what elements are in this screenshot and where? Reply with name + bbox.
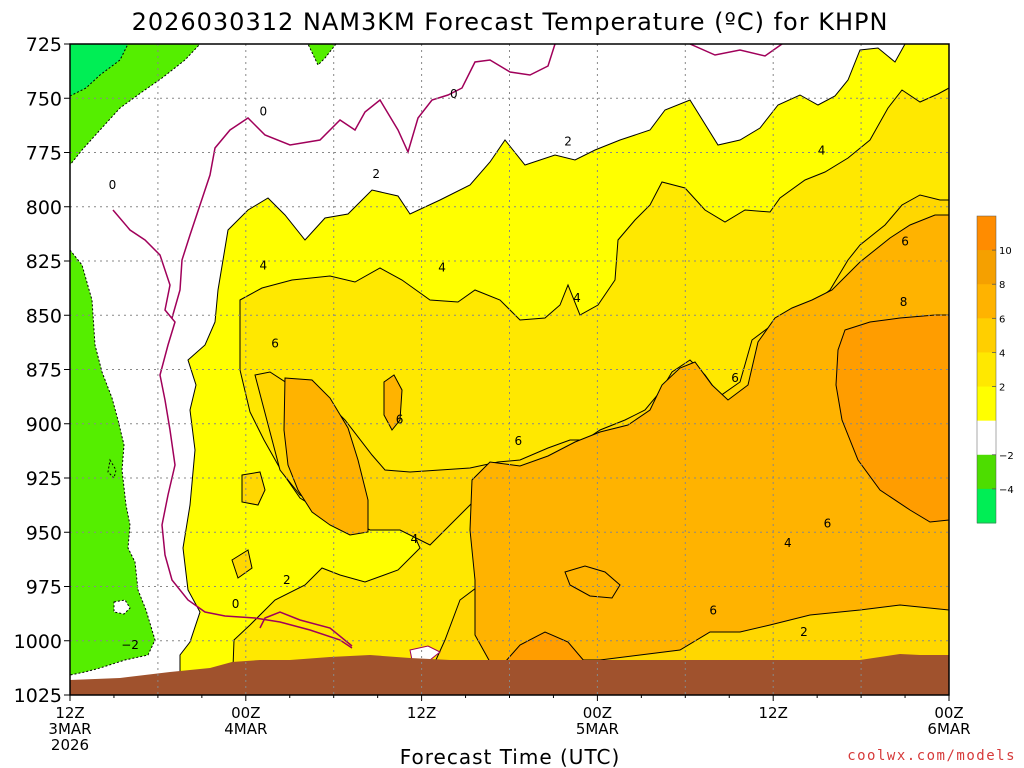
contour-zero-bottom-left — [259, 611, 353, 647]
colorbar-label: 2 — [999, 383, 1005, 394]
contour-label: 4 — [818, 143, 826, 157]
colorbar-swatch — [977, 454, 996, 490]
x-tick-label: 5MAR — [576, 720, 619, 738]
contour-label: 0 — [109, 178, 117, 192]
x-tick-label: 00Z — [231, 704, 260, 722]
contour-zero-top-right — [689, 44, 783, 57]
contour-label: 6 — [709, 603, 717, 617]
island-gold-center — [383, 374, 403, 431]
gridlines — [70, 44, 949, 695]
x-tick-label: 3MAR — [48, 720, 91, 738]
contour-label: 2 — [283, 573, 291, 587]
y-tick-label: 825 — [26, 251, 62, 273]
y-tick-label: 1025 — [14, 685, 62, 707]
x-tick-label: 6MAR — [927, 720, 970, 738]
credit-text: coolwx.com/models — [847, 748, 1016, 764]
contour-label: 0 — [260, 104, 268, 118]
y-tick-label: 750 — [26, 88, 62, 110]
contour-label: 6 — [901, 234, 909, 248]
colorbar-swatch — [977, 488, 996, 524]
contour-label: 6 — [514, 434, 522, 448]
x-tick-label: 12Z — [759, 704, 788, 722]
fill-band-minus4-to-minus2 — [70, 249, 156, 676]
colorbar-swatch — [977, 250, 996, 285]
contour-label: 4 — [573, 291, 581, 305]
contour-label: 6 — [396, 412, 404, 426]
y-tick-label: 800 — [26, 197, 62, 219]
y-tick-label: 950 — [26, 522, 62, 544]
colorbar-swatch — [977, 420, 996, 456]
contour-zero-upper — [171, 44, 556, 319]
x-tick-label: 4MAR — [224, 720, 267, 738]
x-tick-label: 12Z — [55, 704, 84, 722]
colorbar-label: −4 — [999, 485, 1014, 496]
island-green-left — [107, 458, 117, 479]
x-tick-label: 00Z — [583, 704, 612, 722]
colorbar-swatch — [977, 352, 996, 388]
y-tick-label: 850 — [26, 305, 62, 327]
colorbar-label: −2 — [999, 451, 1014, 462]
contour-zero-west — [112, 209, 353, 649]
fill-band-top-left — [70, 44, 201, 166]
chart-title: 2026030312 NAM3KM Forecast Temperature (… — [132, 8, 889, 36]
y-tick-label: 775 — [26, 143, 62, 165]
fill-band-8-small-blob — [564, 565, 621, 599]
contour-label: 6 — [731, 371, 739, 385]
fill-band-8-to-10-east — [835, 314, 949, 523]
fill-band-6-to-8-west — [283, 377, 369, 536]
island-gold-left — [241, 471, 266, 506]
contour-label: 4 — [438, 261, 446, 275]
y-tick-label: 1000 — [14, 631, 62, 653]
island-white-left — [113, 599, 131, 615]
colorbar-swatch — [977, 318, 996, 353]
x-tick-label: 00Z — [934, 704, 963, 722]
contour-label: 4 — [410, 532, 418, 546]
island-gold-left-2 — [231, 549, 253, 579]
colorbar-label: 6 — [999, 314, 1005, 325]
colorbar-swatch — [977, 284, 996, 319]
y-tick-label: 900 — [26, 414, 62, 436]
y-tick-label: 875 — [26, 360, 62, 382]
fill-band-top-left-core — [70, 44, 129, 97]
colorbar-swatch — [977, 386, 996, 422]
contour-label: 2 — [564, 135, 572, 149]
x-tick-label: 12Z — [407, 704, 436, 722]
x-axis-label: Forecast Time (UTC) — [400, 745, 621, 768]
contour-label: 2 — [372, 167, 380, 181]
colorbar: 10 8 6 4 2 −2 −4 — [976, 215, 1014, 524]
contour-label: 4 — [260, 258, 268, 272]
y-tick-label: 725 — [26, 34, 62, 56]
colorbar-label: 10 — [999, 246, 1012, 257]
y-axis: 725 750 775 800 825 850 875 900 925 950 975 1000 102… — [14, 34, 70, 707]
contour-label: −2 — [121, 638, 139, 652]
colorbar-label: 4 — [999, 348, 1005, 359]
colorbar-frame — [976, 215, 997, 524]
contour-label: 2 — [800, 625, 808, 639]
contour-label: 0 — [450, 87, 458, 101]
contour-label: 6 — [824, 517, 832, 531]
contour-label: 4 — [784, 536, 792, 550]
y-tick-label: 925 — [26, 468, 62, 490]
y-tick-label: 975 — [26, 577, 62, 599]
colorbar-swatch — [977, 216, 996, 251]
contour-labels: 0 0 0 2 2 4 4 4 4 6 6 6 6 6 6 8 4 4 2 0 6 2 −2 — [109, 87, 909, 652]
fill-band-top-small — [307, 44, 337, 66]
x-tick-label: 2026 — [51, 736, 89, 754]
contour-label: 6 — [271, 336, 279, 350]
colorbar-label: 8 — [999, 280, 1005, 291]
contour-label: 8 — [900, 295, 908, 309]
contour-label: 0 — [232, 597, 240, 611]
